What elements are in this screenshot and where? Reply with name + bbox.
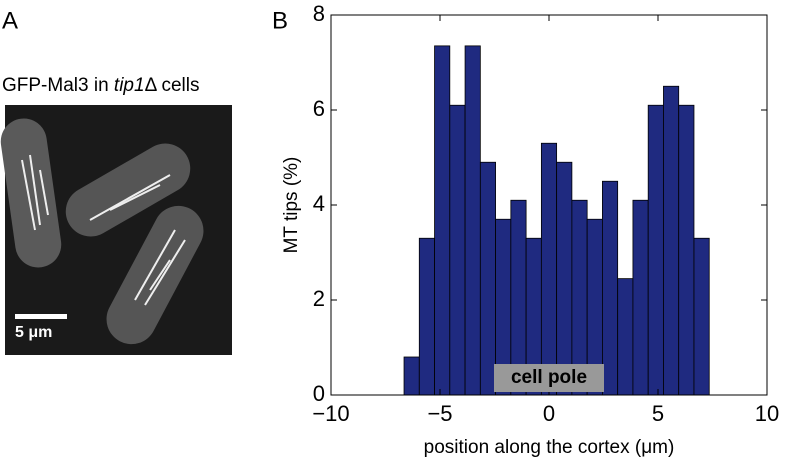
- x-axis-label: position along the cortex (μm): [424, 437, 675, 458]
- caption-text: GFP-Mal3 in: [2, 75, 114, 96]
- cell: [65, 143, 191, 237]
- y-tick-label: 2: [313, 286, 325, 311]
- bar: [693, 237, 710, 396]
- cell: [0, 118, 62, 268]
- bar: [464, 45, 481, 396]
- bar: [418, 237, 435, 396]
- y-axis-label: MT tips (%): [281, 157, 302, 254]
- microtubules: [21, 154, 186, 306]
- y-tick-label: 8: [313, 1, 325, 26]
- y-tick-label: 6: [313, 96, 325, 121]
- bar: [434, 45, 451, 396]
- bar: [479, 161, 496, 396]
- bar: [678, 104, 695, 396]
- y-tick-label: 0: [313, 381, 325, 406]
- bar: [632, 199, 649, 396]
- bar: [647, 104, 664, 396]
- bar: [663, 85, 680, 396]
- annotation-box: [494, 364, 604, 392]
- x-tick-label: 5: [652, 401, 664, 426]
- scale-bar-label: 5 μm: [15, 324, 52, 341]
- y-tick-label: 4: [313, 191, 325, 216]
- panel-label: B: [272, 7, 288, 34]
- bar: [403, 356, 420, 396]
- cell: [106, 205, 204, 345]
- x-tick-label: 10: [755, 401, 779, 426]
- bar: [540, 142, 558, 396]
- x-tick-label: −5: [427, 401, 452, 426]
- bar: [602, 180, 619, 396]
- panel-label: A: [2, 7, 18, 34]
- bar: [617, 278, 634, 396]
- caption-gene: tip1: [114, 75, 145, 96]
- x-tick-label: 0: [543, 401, 555, 426]
- micrograph: 5 μm: [0, 105, 232, 355]
- scale-bar: [15, 314, 67, 319]
- caption-text: Δ cells: [145, 75, 200, 96]
- annotation: cell pole: [511, 367, 587, 388]
- bar: [449, 104, 466, 396]
- caption: GFP-Mal3 in tip1Δ cells: [2, 75, 200, 96]
- bar: [556, 161, 573, 396]
- x-tick-label: −10: [312, 401, 349, 426]
